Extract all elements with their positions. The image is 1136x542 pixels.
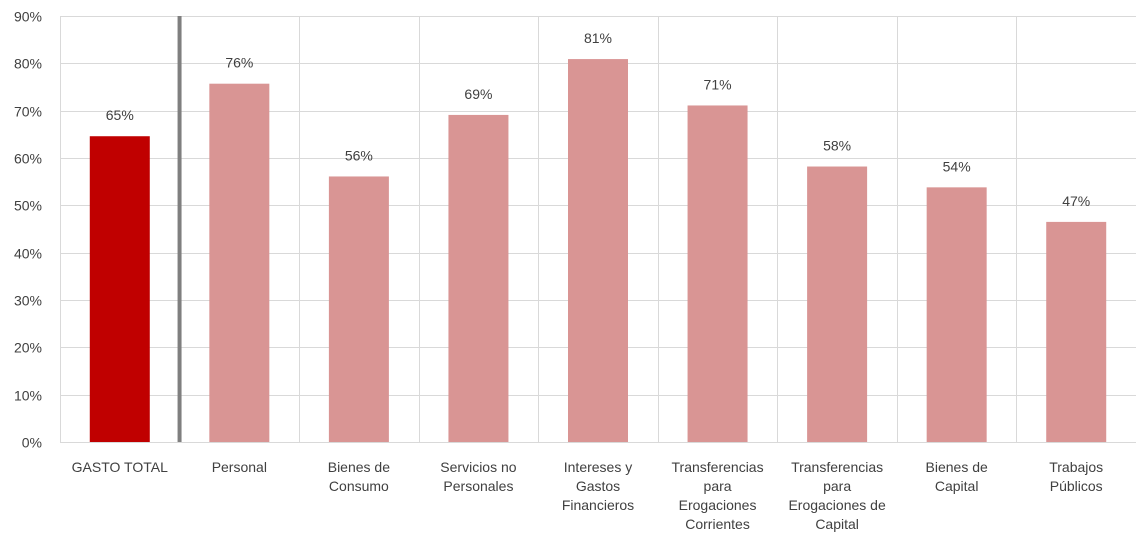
x-tick-label: Bienes de <box>926 459 988 475</box>
data-label: 54% <box>943 158 971 174</box>
y-tick-label: 80% <box>14 56 42 72</box>
data-label: 81% <box>584 30 612 46</box>
y-tick-label: 20% <box>14 340 42 356</box>
x-tick-label: Transferencias <box>791 459 883 475</box>
data-labels: 65% 76% 56% 69% 81% 71% 58% 54% 47% <box>106 30 1090 209</box>
bar <box>687 105 748 443</box>
x-tick-label: Trabajos <box>1049 459 1103 475</box>
y-axis-tick-labels: 0% 10% 20% 30% 40% 50% 60% 70% 80% 90% <box>14 9 42 451</box>
x-tick-label: para <box>704 478 732 494</box>
data-label: 47% <box>1062 193 1090 209</box>
x-tick-label: Personal <box>212 459 267 475</box>
x-tick-label: Consumo <box>329 478 389 494</box>
data-label: 58% <box>823 138 851 154</box>
data-label: 69% <box>464 86 492 102</box>
y-tick-label: 30% <box>14 293 42 309</box>
bar <box>568 59 628 442</box>
data-label: 65% <box>106 107 134 123</box>
x-tick-label: Bienes de <box>328 459 390 475</box>
x-tick-label: Transferencias <box>672 459 764 475</box>
bar <box>448 114 509 442</box>
y-tick-label: 60% <box>14 151 42 167</box>
x-tick-label: Intereses y <box>564 459 632 475</box>
y-tick-label: 90% <box>14 9 42 25</box>
data-label: 56% <box>345 147 373 163</box>
x-tick-label: Erogaciones <box>679 497 757 513</box>
bar <box>209 83 270 442</box>
x-tick-label: Capital <box>815 516 859 532</box>
x-tick-label: para <box>823 478 851 494</box>
x-tick-label: Financieros <box>562 497 634 513</box>
x-tick-label: GASTO TOTAL <box>72 459 168 475</box>
x-tick-label: Gastos <box>576 478 620 494</box>
bar <box>89 136 150 442</box>
bar <box>1046 221 1107 442</box>
data-label: 71% <box>704 76 732 92</box>
x-tick-label: Capital <box>935 478 979 494</box>
bar <box>328 176 389 442</box>
category-labels: GASTO TOTAL Personal Bienes de Consumo Servi… <box>72 459 1104 532</box>
x-tick-label: Personales <box>443 478 513 494</box>
y-tick-label: 10% <box>14 388 42 404</box>
y-tick-label: 40% <box>14 246 42 262</box>
x-tick-label: Públicos <box>1050 478 1103 494</box>
x-tick-label: Corrientes <box>685 516 750 532</box>
y-tick-label: 0% <box>22 435 42 451</box>
x-tick-label: Erogaciones de <box>788 497 886 513</box>
bar <box>807 166 868 442</box>
bar <box>926 187 987 442</box>
bars <box>89 59 1107 443</box>
y-tick-label: 70% <box>14 104 42 120</box>
data-label: 76% <box>225 55 253 71</box>
y-tick-label: 50% <box>14 198 42 214</box>
x-tick-label: Servicios no <box>440 459 516 475</box>
